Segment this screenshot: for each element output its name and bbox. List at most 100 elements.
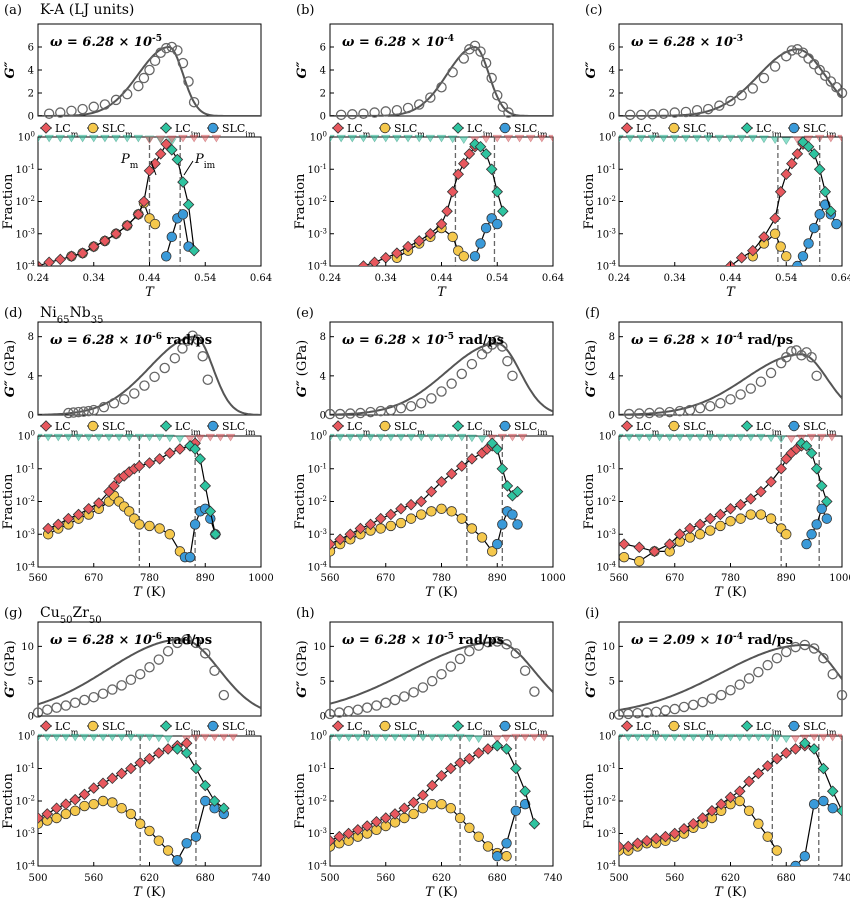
p-m-arrow (150, 160, 157, 176)
legend-lc-m-marker (332, 720, 344, 732)
g-tick-label: 8 (28, 332, 34, 343)
legend-slc-m-marker (87, 122, 99, 134)
sat-m-marker (211, 134, 222, 143)
sat-im-marker (426, 433, 437, 442)
frac-tick-exp: -3 (320, 827, 327, 835)
slc-m-marker (634, 556, 645, 567)
legend-lc-im-base: LC (175, 122, 191, 135)
g-data-point (765, 367, 777, 379)
lc-m-marker (775, 462, 787, 475)
sat-im-marker (353, 733, 363, 742)
legend-slc-im-label: SLCim (514, 720, 548, 737)
g-data-point (436, 386, 447, 397)
omega-mantissa: ω = 6.28 × 10 (631, 35, 733, 50)
p-im-symbol: P (194, 152, 204, 167)
slc-im-marker (814, 209, 825, 220)
lc-m-marker (745, 493, 757, 505)
sat-im-marker (725, 733, 736, 742)
g-data-point (634, 408, 645, 419)
frac-tick-base: 10 (596, 530, 609, 541)
slc-im-marker (827, 803, 838, 814)
slc-m-marker (447, 231, 458, 243)
omega-annotation: ω = 6.28 × 10-3 (631, 34, 743, 50)
sat-im-marker (651, 733, 661, 742)
lc-m-marker (405, 498, 417, 511)
g-data-point (98, 401, 110, 413)
g-data-point (197, 351, 208, 362)
frac-tick-label: 10-4 (596, 260, 616, 273)
frac-tick-base: 10 (596, 165, 609, 176)
frac-tick-base: 10 (599, 432, 612, 443)
sat-im-marker (144, 733, 155, 742)
frac-tick-label: 10-1 (15, 462, 35, 475)
slc-m-marker (154, 523, 165, 534)
system-label-mid: Zr (72, 605, 89, 621)
sat-m-marker (786, 435, 797, 444)
g-ylabel: G″ (GPa) (3, 340, 18, 398)
lc-im-marker (208, 795, 221, 807)
frac-tick-exp: -4 (320, 260, 327, 268)
sat-im-marker (644, 433, 655, 442)
omega-annotation: ω = 6.28 × 10-5 rad/ps (342, 632, 504, 648)
frac-tick-base: 10 (596, 229, 609, 240)
legend-slc-im-marker (207, 420, 219, 432)
lc-im-marker (500, 743, 513, 755)
frac-tick-label: 10-1 (596, 462, 616, 475)
frac-tick-exp: 0 (612, 430, 616, 438)
lc-im-marker (474, 140, 487, 153)
sat-im-marker (330, 134, 335, 143)
panel-label-text: (i) (585, 606, 599, 621)
x-tick-label: 1000 (248, 573, 273, 584)
g-ylabel-symbol: G″ (3, 681, 18, 698)
legend-slc-m-base: SLC (394, 420, 417, 433)
sat-im-marker (446, 433, 457, 442)
lc-m-marker (69, 793, 81, 806)
g-fit-curve (38, 638, 261, 709)
panel-label-text: (d) (4, 306, 22, 321)
omega-exponent: -5 (444, 632, 454, 642)
legend-slc-im-sub: im (826, 728, 837, 737)
x-axis-unit: (K) (142, 885, 166, 900)
x-tick-label: 0.24 (608, 273, 630, 284)
frac-tick-exp: -4 (320, 860, 327, 868)
g-data-point (385, 404, 397, 416)
frac-ylabel: Fraction (293, 473, 308, 529)
frac-tick-base: 10 (15, 563, 28, 574)
sat-im-marker (38, 733, 43, 742)
sat-im-marker (126, 733, 136, 742)
lc-im-marker (819, 186, 832, 198)
panel-label: (e) (296, 306, 314, 321)
slc-im-marker (492, 538, 503, 550)
g-data-point (371, 700, 382, 711)
sat-m-marker (525, 134, 536, 143)
frac-tick-exp: -1 (320, 163, 327, 171)
lc-m-marker (659, 830, 672, 843)
slc-m-marker (399, 812, 410, 824)
lc-m-marker (780, 168, 793, 181)
g-tick-label: 2 (609, 89, 615, 100)
frac-tick-label: 100 (18, 131, 35, 144)
legend-lc-im-label: LCim (756, 720, 782, 737)
slc-im-marker (799, 851, 811, 862)
panel-label-text: (h) (296, 606, 315, 621)
frac-tick-base: 10 (596, 797, 609, 808)
panel-label: (d) (4, 306, 22, 321)
sat-im-marker (744, 733, 754, 742)
legend-lc-im-sub: im (772, 428, 783, 437)
g-data-point (55, 107, 66, 118)
legend-lc-m-base: LC (636, 420, 652, 433)
x-axis-symbol: T (425, 585, 435, 600)
frac-tick-label: 10-2 (307, 495, 327, 508)
lc-m-marker (706, 805, 718, 817)
x-tick-label: 0.24 (319, 273, 341, 284)
frac-tick-label: 10-3 (307, 827, 327, 840)
p-m-symbol: P (120, 152, 130, 167)
sat-im-marker (107, 733, 118, 742)
g-data-point (836, 87, 848, 99)
lc-m-marker (154, 148, 167, 160)
legend-lc-m-sub: m (71, 130, 79, 139)
g-data-point (664, 406, 675, 418)
lc-im-marker (194, 453, 206, 465)
sat-im-marker (408, 733, 419, 742)
